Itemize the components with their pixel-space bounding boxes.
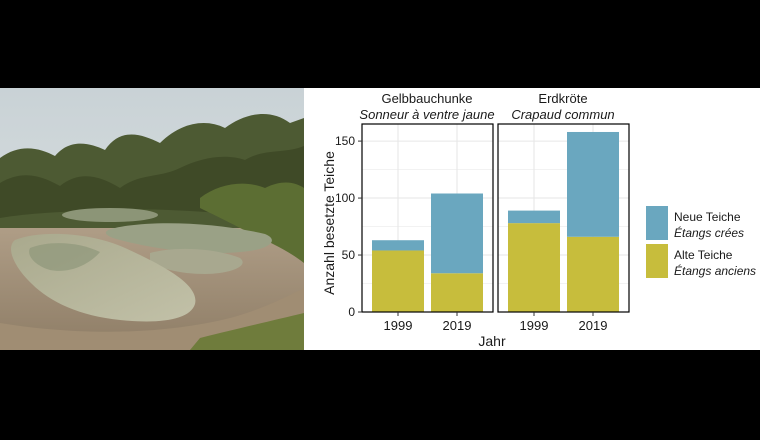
photo-pond-small xyxy=(150,248,243,274)
legend-swatch-old xyxy=(646,244,668,278)
legend-label-old-line1: Alte Teiche xyxy=(674,248,733,262)
panel-title: Gelbbauchunke xyxy=(381,91,472,106)
photo-pond-far xyxy=(62,208,158,222)
photo-grass-foreground xyxy=(190,313,304,350)
panel-bars xyxy=(508,131,619,312)
y-tick-label: 0 xyxy=(348,305,355,319)
x-tick-label: 2019 xyxy=(579,318,608,333)
panel-subtitle: Sonneur à ventre jaune xyxy=(359,107,494,122)
panel-bars xyxy=(372,193,483,312)
panel-subtitle: Crapaud commun xyxy=(511,107,614,122)
bar-new-2019 xyxy=(567,131,619,237)
pond-landscape-photo xyxy=(0,88,304,350)
legend-swatch-new xyxy=(646,206,668,240)
x-tick-label: 2019 xyxy=(443,318,472,333)
bar-new-2019 xyxy=(431,193,483,274)
legend-label-old-line2: Étangs anciens xyxy=(674,263,756,278)
photo-pond-middle xyxy=(105,223,272,254)
bar-old-1999 xyxy=(508,223,560,312)
bar-new-1999 xyxy=(372,240,424,251)
panel-border xyxy=(497,123,630,313)
photo-trees-near xyxy=(0,146,304,238)
legend-label-new-line2: Étangs crées xyxy=(674,225,744,240)
y-axis-label: Anzahl besetzte Teiche xyxy=(321,151,337,295)
legend: Neue Teiche Étangs crées Alte Teiche Éta… xyxy=(646,206,756,278)
x-tick-labels: 1999 2019 xyxy=(384,312,472,333)
stacked-bar-chart: Anzahl besetzte Teiche Jahr Gelbbauchunk… xyxy=(321,91,756,349)
panel-gelbbauchunke: Gelbbauchunke Sonneur à ventre jaune 0 50… xyxy=(335,91,495,333)
photo-pond-reflection xyxy=(29,243,100,271)
bar-new-1999 xyxy=(508,210,560,224)
y-tick-label: 150 xyxy=(335,134,355,148)
y-tick-labels: 0 50 100 150 xyxy=(335,134,362,319)
x-tick-label: 1999 xyxy=(520,318,549,333)
x-axis-label: Jahr xyxy=(478,333,506,349)
y-tick-label: 100 xyxy=(335,191,355,205)
photo-bushes xyxy=(200,182,304,263)
x-tick-label: 1999 xyxy=(384,318,413,333)
bar-old-2019 xyxy=(567,236,619,312)
panel-erdkroete: Erdkröte Crapaud commun 1999 2019 xyxy=(497,91,630,333)
bar-old-1999 xyxy=(372,250,424,312)
y-tick-label: 50 xyxy=(342,248,356,262)
bar-old-2019 xyxy=(431,273,483,312)
x-tick-labels: 1999 2019 xyxy=(520,312,608,333)
figure: Anzahl besetzte Teiche Jahr Gelbbauchunk… xyxy=(0,88,760,350)
panel-border xyxy=(361,123,494,313)
legend-label-new-line1: Neue Teiche xyxy=(674,210,741,224)
panel-title: Erdkröte xyxy=(538,91,587,106)
